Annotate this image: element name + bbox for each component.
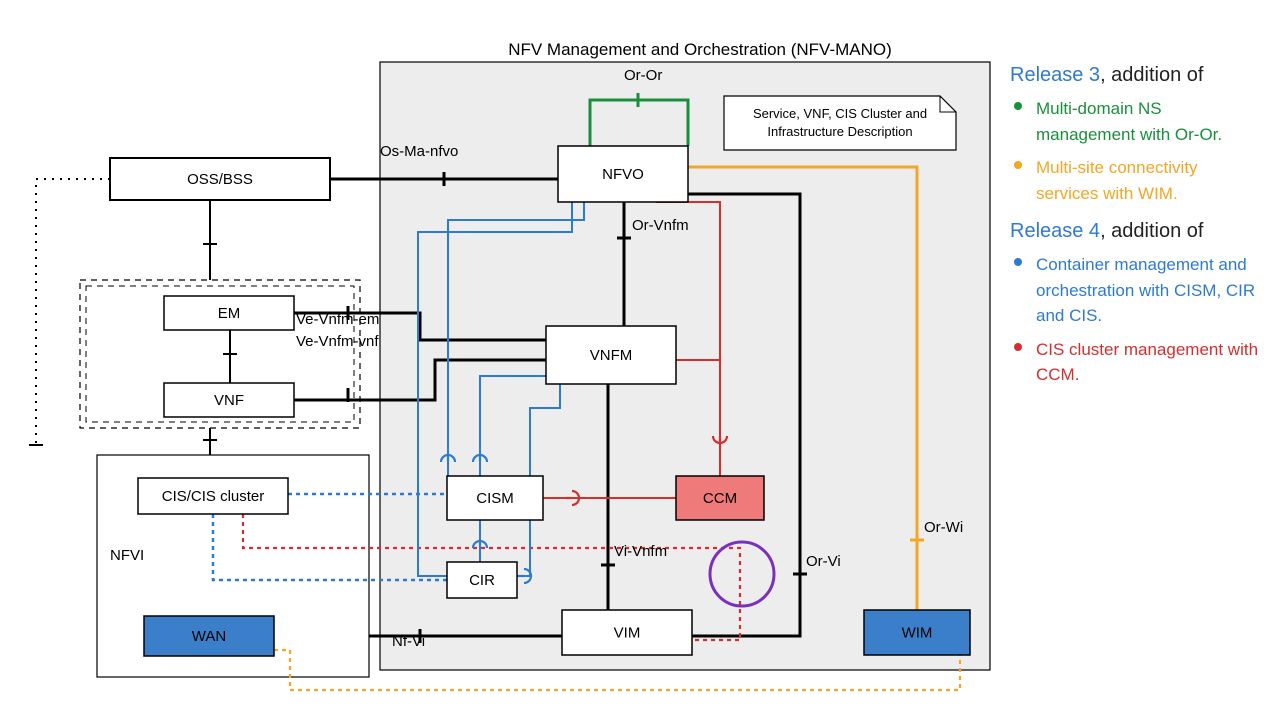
svg-text:Infrastructure Description: Infrastructure Description xyxy=(767,124,912,139)
svg-text:VNF: VNF xyxy=(214,392,244,409)
svg-text:Or-Or: Or-Or xyxy=(624,67,662,84)
svg-text:CIS/CIS cluster: CIS/CIS cluster xyxy=(162,488,265,505)
svg-text:Ve-Vnfm-em: Ve-Vnfm-em xyxy=(296,311,379,328)
svg-text:Or-Wi: Or-Wi xyxy=(924,519,963,536)
svg-text:EM: EM xyxy=(218,305,241,322)
svg-text:Ve-Vnfm-vnf: Ve-Vnfm-vnf xyxy=(296,333,379,350)
svg-text:Os-Ma-nfvo: Os-Ma-nfvo xyxy=(380,143,458,160)
legend-item: Multi-domain NS management with Or-Or. xyxy=(1014,96,1260,147)
diagram-title: NFV Management and Orchestration (NFV-MA… xyxy=(480,40,920,60)
legend-item: Multi-site connectivity services with WI… xyxy=(1014,155,1260,206)
legend: Release 3, addition of Multi-domain NS m… xyxy=(1010,60,1260,398)
svg-text:WAN: WAN xyxy=(192,628,226,645)
svg-text:Nf-Vi: Nf-Vi xyxy=(392,633,425,650)
svg-text:WIM: WIM xyxy=(902,625,933,642)
svg-text:VNFM: VNFM xyxy=(590,347,633,364)
svg-text:CISM: CISM xyxy=(476,490,514,507)
svg-text:NFVO: NFVO xyxy=(602,166,644,183)
svg-text:Service, VNF, CIS Cluster and: Service, VNF, CIS Cluster and xyxy=(753,106,927,121)
svg-text:Vi-Vnfm: Vi-Vnfm xyxy=(614,543,667,560)
legend-item: Container management and orchestration w… xyxy=(1014,252,1260,329)
svg-text:Or-Vi: Or-Vi xyxy=(806,553,841,570)
svg-text:OSS/BSS: OSS/BSS xyxy=(187,171,253,188)
svg-text:Or-Vnfm: Or-Vnfm xyxy=(632,217,689,234)
svg-text:CCM: CCM xyxy=(703,490,737,507)
svg-text:NFVI: NFVI xyxy=(110,547,144,564)
legend-item: CIS cluster management with CCM. xyxy=(1014,337,1260,388)
svg-text:CIR: CIR xyxy=(469,572,495,589)
svg-text:VIM: VIM xyxy=(614,625,641,642)
